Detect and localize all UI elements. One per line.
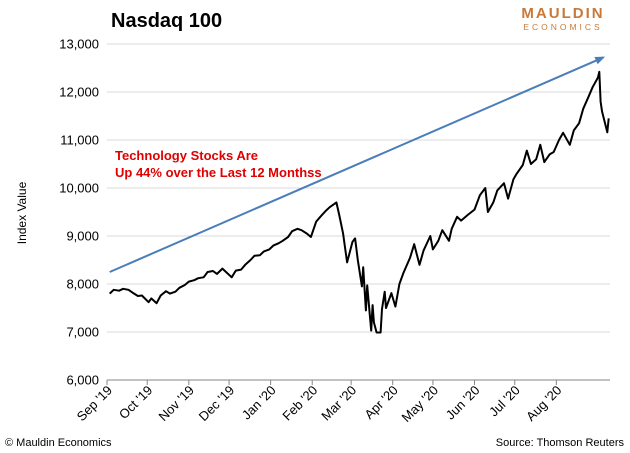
annotation-line-1: Technology Stocks Are [115, 148, 258, 163]
y-tick-label: 6,000 [66, 373, 99, 388]
x-tick-label: Jun '20 [443, 383, 483, 423]
x-tick-label: Aug '20 [523, 383, 564, 424]
annotation: Technology Stocks Are Up 44% over the La… [115, 148, 322, 180]
trend-arrow [109, 56, 606, 273]
y-tick-label: 9,000 [66, 229, 99, 244]
y-tick-label: 11,000 [60, 133, 99, 148]
annotation-line-2: Up 44% over the Last 12 Monthss [115, 165, 322, 180]
x-tick-label: Apr '20 [361, 383, 400, 422]
brand-logo: MAULDIN ECONOMICS [521, 5, 604, 32]
copyright-note: © Mauldin Economics [5, 437, 112, 449]
chart-title: Nasdaq 100 [111, 10, 222, 32]
x-tick-label: Feb '20 [279, 383, 320, 424]
x-tick-label: May '20 [399, 383, 442, 426]
x-tick-label: Nov '19 [155, 383, 196, 424]
y-axis-label: Index Value [15, 181, 29, 244]
x-tick-label: Oct '19 [116, 383, 155, 422]
x-tick-label: Mar '20 [318, 383, 359, 424]
brand-line-1: MAULDIN [521, 5, 604, 22]
y-axis-ticks: 6,000 7,000 8,000 9,000 10,000 11,000 12,000 13… [59, 37, 99, 388]
brand-line-2: ECONOMICS [523, 22, 602, 32]
grid-lines [107, 43, 610, 381]
x-tick-label: Jul '20 [486, 383, 523, 420]
x-tick-label: Dec '19 [196, 383, 237, 424]
y-tick-label: 10,000 [59, 181, 99, 196]
source-note: Source: Thomson Reuters [496, 437, 625, 449]
x-tick-label: Sep '19 [74, 383, 115, 424]
series-line-nasdaq-100 [109, 70, 610, 334]
y-tick-label: 8,000 [66, 277, 99, 292]
y-tick-label: 7,000 [66, 325, 99, 340]
y-tick-label: 12,000 [59, 85, 99, 100]
x-tick-label: Jan '20 [239, 383, 279, 423]
y-tick-label: 13,000 [59, 37, 99, 52]
